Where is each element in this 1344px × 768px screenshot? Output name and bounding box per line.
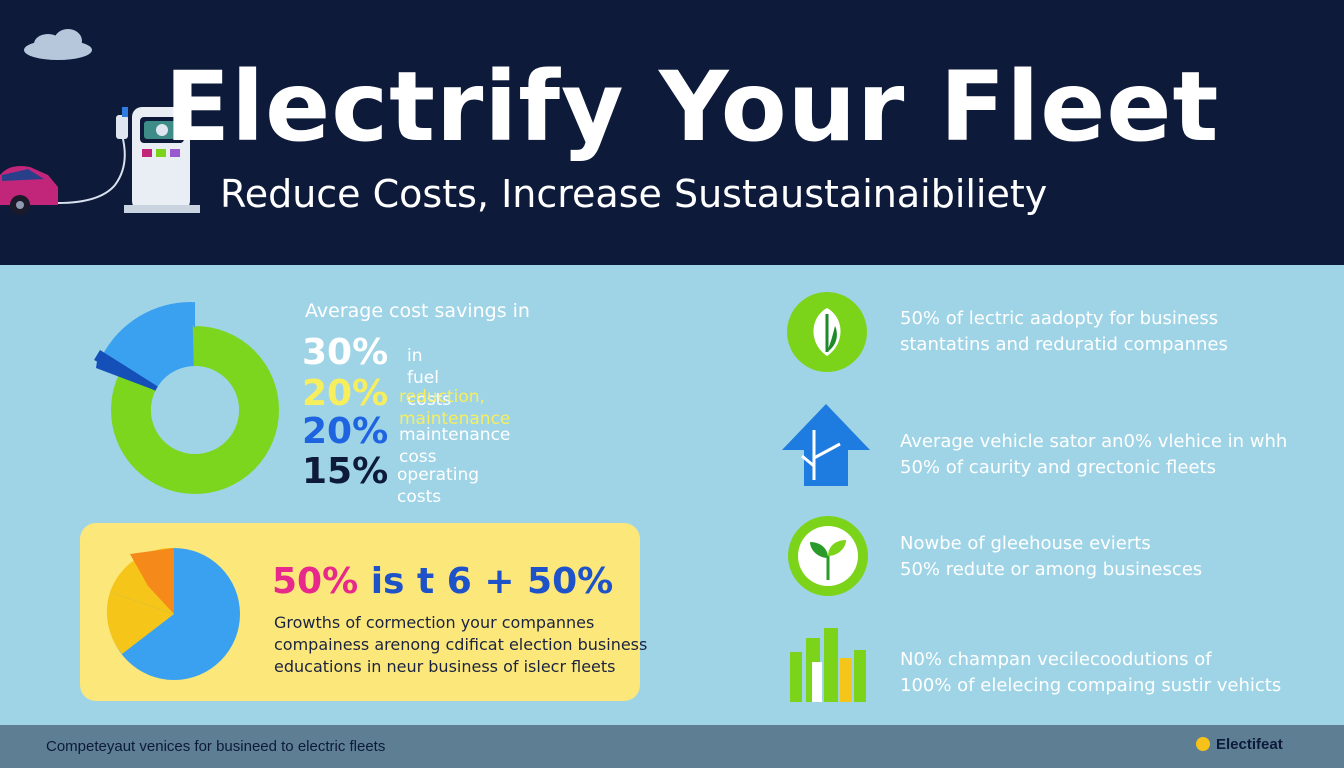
feature-text: 50% of lectric aadopty for business stan… xyxy=(900,306,1228,358)
stat-label: reduction, maintenance xyxy=(399,387,511,429)
card-headline-rest: is t 6 + 50% xyxy=(370,561,614,602)
feature-line: 50% of caurity and grectonic fleets xyxy=(900,457,1216,478)
feature-line: stantatins and reduratid compannes xyxy=(900,334,1228,355)
feature-text: Nowbe of gleehouse evierts 50% redute or… xyxy=(900,531,1202,583)
card-headline-percent: 50% xyxy=(272,561,359,602)
bar-chart-icon xyxy=(790,628,866,702)
feature-icon-badge xyxy=(787,292,867,372)
savings-lede: Average cost savings in xyxy=(305,300,530,322)
stat-label: in fuel costs xyxy=(407,346,452,410)
stat-percent: 20% xyxy=(302,411,389,452)
pie-graphic xyxy=(106,547,240,680)
page-title: Electrify Your Fleet xyxy=(164,51,1220,163)
card-headline: 50% is t 6 + 50% xyxy=(272,560,613,604)
brand-dot-icon xyxy=(1196,737,1210,751)
feature-text: N0% champan vecilecoodutions of 100% of … xyxy=(900,647,1281,699)
footer-bar xyxy=(0,725,1344,768)
stat-label: operating costs xyxy=(397,465,480,507)
feature-text: Average vehicle sator an0% vlehice in wh… xyxy=(900,429,1287,481)
stat-percent: 20% xyxy=(302,373,389,414)
feature-icon-badge xyxy=(788,516,868,596)
feature-line: 50% redute or among businesces xyxy=(900,559,1203,580)
leaf-icon xyxy=(813,308,841,356)
card-text-line: educations in neur business of islecr fl… xyxy=(274,657,616,676)
card-text-line: compainess arenong cdificat election bus… xyxy=(274,635,648,654)
feature-line: Average vehicle sator an0% vlehice in wh… xyxy=(900,431,1288,452)
feature-line: N0% champan vecilecoodutions of xyxy=(900,649,1212,670)
brand-logo: Electifeat xyxy=(1196,736,1283,753)
stat-percent: 30% xyxy=(302,332,389,373)
brand-name: Electifeat xyxy=(1216,736,1283,753)
donut-graphic xyxy=(94,301,279,494)
footer-text: Competeyaut venices for busineed to elec… xyxy=(46,738,386,755)
card-text-line: Growths of cormection your compannes xyxy=(274,613,595,632)
feature-line: Nowbe of gleehouse evierts xyxy=(900,533,1151,554)
page-subtitle: Reduce Costs, Increase Sustaustainaibili… xyxy=(220,172,1048,216)
arrow-up-icon xyxy=(782,404,870,486)
header-banner xyxy=(0,0,1344,265)
stat-label: maintenance coss xyxy=(399,425,511,467)
feature-line: 50% of lectric aadopty for business xyxy=(900,308,1219,329)
stat-percent: 15% xyxy=(302,451,389,492)
feature-line: 100% of elelecing compaing sustir vehict… xyxy=(900,675,1282,696)
sprout-icon xyxy=(798,526,858,586)
ev-charging-icon xyxy=(0,107,200,215)
cloud-icon xyxy=(24,29,92,60)
